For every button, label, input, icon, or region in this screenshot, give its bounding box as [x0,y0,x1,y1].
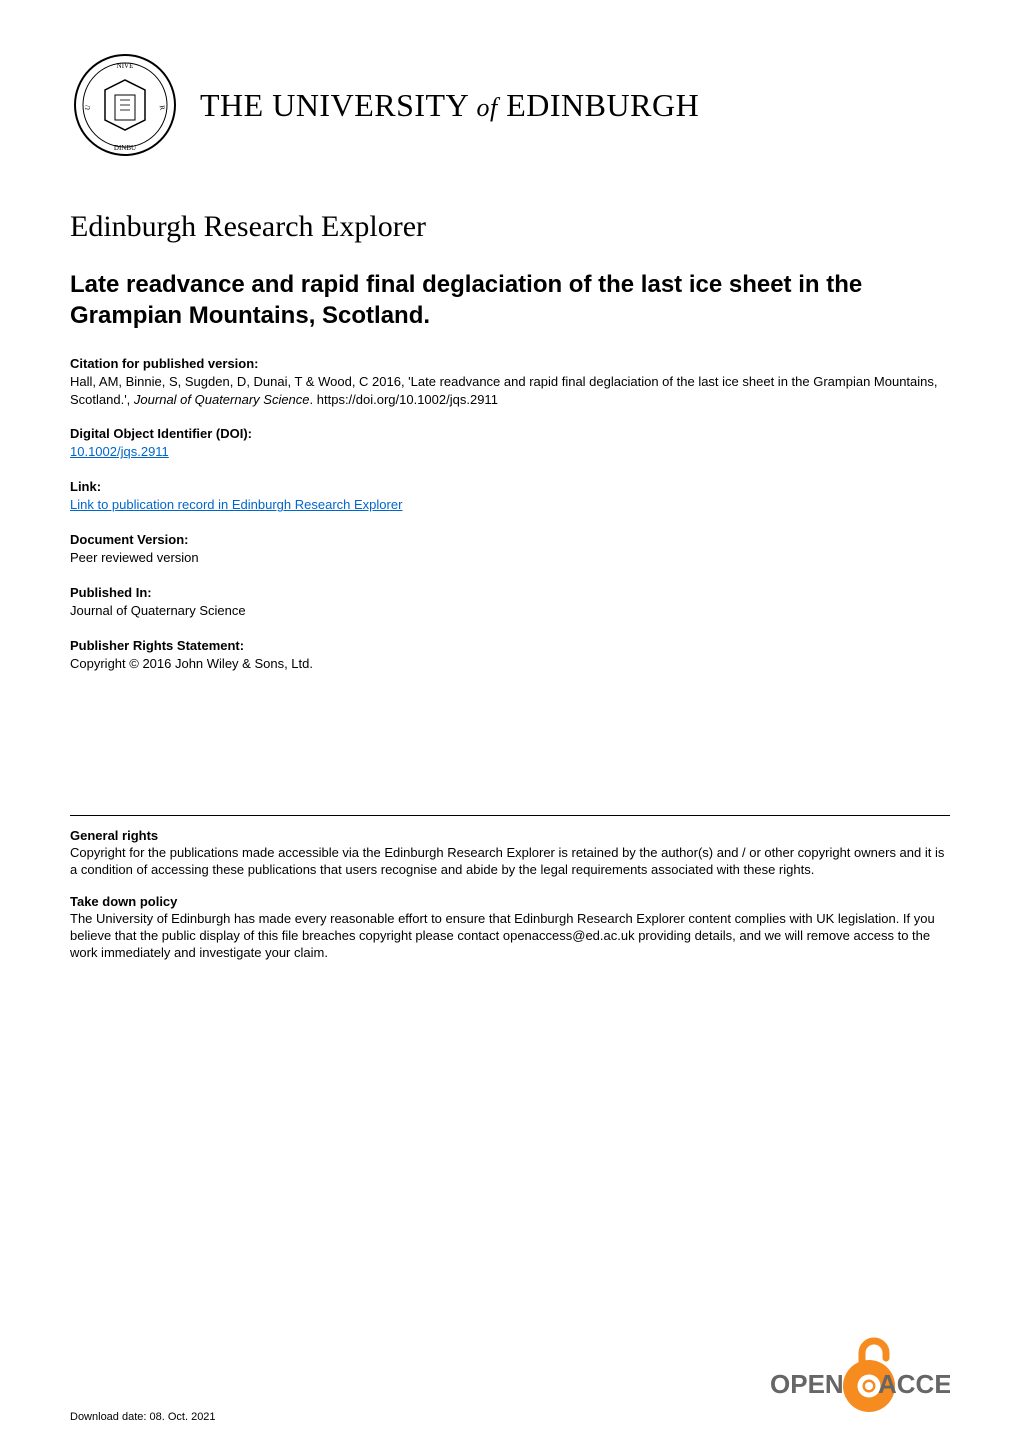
svg-text:DINBU: DINBU [114,144,136,152]
explorer-title: Edinburgh Research Explorer [70,210,950,244]
link-label: Link: [70,479,950,494]
university-name-p1: THE UNIVERSITY [200,87,468,123]
publication-link[interactable]: Link to publication record in Edinburgh … [70,497,402,512]
takedown-text: The University of Edinburgh has made eve… [70,911,950,962]
published-in-label: Published In: [70,585,950,600]
open-text-svg: OPEN [770,1369,844,1399]
svg-text:U: U [84,104,93,110]
citation-part2: . https://doi.org/10.1002/jqs.2911 [310,392,498,407]
takedown-label: Take down policy [70,894,950,909]
document-version-label: Document Version: [70,532,950,547]
publisher-rights-section: Publisher Rights Statement: Copyright © … [70,638,950,673]
university-crest-icon: NIVE U R DINBU [70,50,180,160]
paper-title: Late readvance and rapid final deglaciat… [70,269,950,331]
doi-label: Digital Object Identifier (DOI): [70,426,950,441]
link-section: Link: Link to publication record in Edin… [70,479,950,514]
citation-text: Hall, AM, Binnie, S, Sugden, D, Dunai, T… [70,373,950,408]
access-text-svg: ACCESS [878,1369,950,1399]
citation-journal: Journal of Quaternary Science [134,392,310,407]
general-rights-text: Copyright for the publications made acce… [70,845,950,879]
spacer [70,690,950,780]
takedown-section: Take down policy The University of Edinb… [70,894,950,962]
footer: Download date: 08. Oct. 2021 OPEN ACCESS [70,1333,950,1423]
doi-section: Digital Object Identifier (DOI): 10.1002… [70,426,950,461]
general-rights-section: General rights Copyright for the publica… [70,828,950,879]
published-in-text: Journal of Quaternary Science [70,602,950,620]
divider-line [70,815,950,816]
open-access-logo: OPEN ACCESS [770,1333,950,1423]
publisher-rights-label: Publisher Rights Statement: [70,638,950,653]
citation-section: Citation for published version: Hall, AM… [70,356,950,408]
publisher-rights-text: Copyright © 2016 John Wiley & Sons, Ltd. [70,655,950,673]
svg-text:NIVE: NIVE [117,62,134,70]
header-row: NIVE U R DINBU THE UNIVERSITY of EDINBUR… [70,50,950,160]
university-name-p2: EDINBURGH [506,87,699,123]
published-in-section: Published In: Journal of Quaternary Scie… [70,585,950,620]
general-rights-label: General rights [70,828,950,843]
university-name-of: of [477,93,498,122]
doi-link[interactable]: 10.1002/jqs.2911 [70,444,169,459]
document-version-text: Peer reviewed version [70,549,950,567]
citation-label: Citation for published version: [70,356,950,371]
download-date: Download date: 08. Oct. 2021 [70,1411,216,1423]
university-title: THE UNIVERSITY of EDINBURGH [200,87,699,124]
document-version-section: Document Version: Peer reviewed version [70,532,950,567]
svg-text:R: R [158,105,167,111]
